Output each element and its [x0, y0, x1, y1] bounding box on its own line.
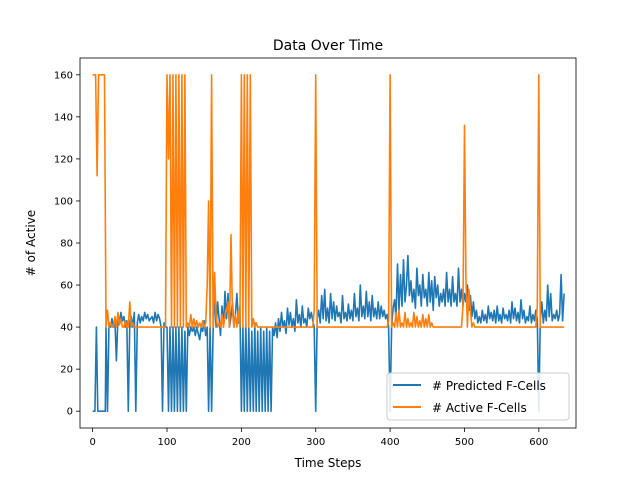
y-tick-label: 120 [54, 154, 73, 165]
legend-label-active: # Active F-Cells [432, 401, 527, 415]
series-line-active [92, 74, 565, 328]
legend-label-predicted: # Predicted F-Cells [432, 379, 546, 393]
x-tick-label: 300 [306, 437, 325, 448]
series-layer [92, 74, 565, 413]
y-tick-label: 140 [54, 112, 73, 123]
y-tick-label: 100 [54, 196, 73, 207]
plot-area-frame [79, 57, 577, 429]
y-tick-label: 160 [54, 70, 73, 81]
ticks-layer: 0 100 200 300 400 500 600 0 20 40 60 80 100 120 140 160 [54, 70, 548, 448]
y-axis-label: # of Active [24, 210, 38, 276]
x-tick-label: 600 [529, 437, 548, 448]
x-tick-label: 400 [381, 437, 400, 448]
y-tick-label: 80 [60, 239, 73, 250]
x-tick-label: 500 [455, 437, 474, 448]
y-tick-label: 40 [60, 323, 73, 334]
legend-box [386, 372, 570, 421]
series-line-predicted [92, 254, 565, 413]
x-tick-label: 0 [89, 437, 95, 448]
y-tick-label: 60 [60, 281, 73, 292]
x-tick-label: 100 [157, 437, 176, 448]
legend: # Predicted F-Cells # Active F-Cells [386, 372, 570, 421]
x-axis-label: Time Steps [294, 456, 362, 470]
y-tick-label: 20 [60, 365, 73, 376]
y-tick-label: 0 [67, 407, 73, 418]
chart-title: Data Over Time [273, 38, 383, 54]
x-tick-label: 200 [232, 437, 251, 448]
